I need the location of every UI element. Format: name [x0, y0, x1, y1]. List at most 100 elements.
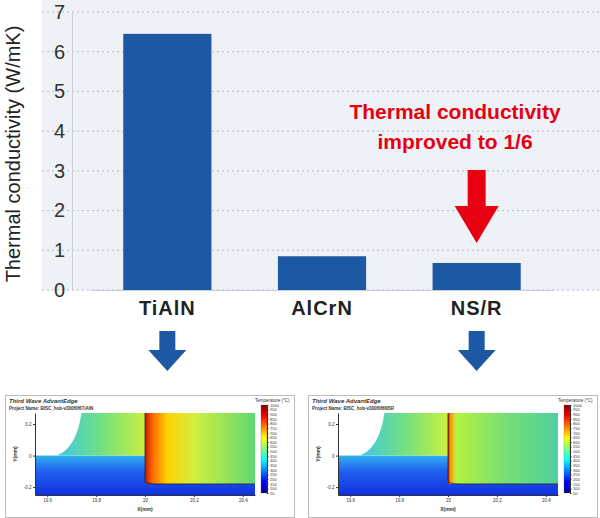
- tick: 19.8: [92, 495, 101, 503]
- tick-label: 850: [573, 417, 580, 422]
- tick-label: 700: [573, 431, 580, 436]
- tick-mark: [546, 495, 547, 497]
- tick-mark: [570, 451, 572, 452]
- tick-label: 50: [270, 491, 275, 496]
- tick-mark: [267, 451, 269, 452]
- tick-label: 150: [270, 482, 277, 487]
- tick-mark: [570, 442, 572, 443]
- bar: [123, 34, 211, 290]
- tick: 200: [570, 477, 580, 482]
- tick-label: 750: [573, 426, 580, 431]
- x-axis: TiAlN AlCrN NS/R: [91, 290, 555, 319]
- tick: 150: [267, 482, 277, 487]
- tick: 19.8: [395, 495, 404, 503]
- tick-mark: [267, 465, 269, 466]
- tick-label: 300: [573, 468, 580, 473]
- tick-mark: [570, 414, 572, 415]
- tick-label: 300: [270, 468, 277, 473]
- tick: 450: [267, 454, 277, 459]
- tick-mark: [570, 433, 572, 434]
- tick-mark: [267, 474, 269, 475]
- axis-line: [339, 495, 559, 496]
- tick: 20.2: [493, 495, 502, 503]
- tick-mark: [267, 437, 269, 438]
- tick-label: 550: [270, 444, 277, 449]
- tick-mark: [497, 495, 498, 497]
- tick: 0: [29, 454, 35, 459]
- tick-mark: [267, 456, 269, 457]
- tick: 1000: [267, 403, 280, 408]
- tick: 800: [267, 421, 277, 426]
- tick-label: 0: [29, 454, 32, 459]
- tick-label: 2: [54, 199, 65, 221]
- tick-label: 850: [270, 417, 277, 422]
- tick: 4: [54, 120, 72, 142]
- tick-mark: [267, 470, 269, 471]
- tick-mark: [267, 424, 269, 425]
- tick-mark: [570, 424, 572, 425]
- tick-label: 100: [573, 486, 580, 491]
- tick-mark: [399, 495, 400, 497]
- tick: 250: [570, 472, 580, 477]
- tick-label: 500: [573, 449, 580, 454]
- tick-label: 650: [270, 435, 277, 440]
- software-name: Third Wave AdvantEdge: [9, 398, 78, 404]
- tick: 200: [267, 477, 277, 482]
- tick: 250: [267, 472, 277, 477]
- tick-label: 100: [270, 486, 277, 491]
- tick: 550: [570, 444, 580, 449]
- tick-mark: [448, 495, 449, 497]
- tick-label: 350: [270, 463, 277, 468]
- tick-label: 800: [270, 421, 277, 426]
- tick: 5: [54, 80, 72, 102]
- tick: 20.4: [542, 495, 551, 503]
- tick-mark: [267, 414, 269, 415]
- tick: 650: [267, 435, 277, 440]
- tick-label: TiAlN: [139, 297, 196, 319]
- tick: 400: [267, 458, 277, 463]
- tick: 0.2: [25, 422, 35, 427]
- tick-mark: [267, 479, 269, 480]
- simulation-panel: Third Wave AdvantEdgeProject Name: BISC_…: [6, 396, 295, 518]
- tick: 950: [570, 407, 580, 412]
- tick: 19.6: [43, 495, 52, 503]
- tick: 850: [570, 417, 580, 422]
- tick: 650: [570, 435, 580, 440]
- tick-label: 50: [573, 491, 578, 496]
- tick-mark: [33, 456, 35, 457]
- tick-label: 450: [270, 454, 277, 459]
- chip: [360, 413, 448, 456]
- tick-mark: [145, 495, 146, 497]
- y-axis: -0.200.2: [24, 414, 36, 496]
- tick: 0: [54, 279, 72, 301]
- tick-mark: [267, 484, 269, 485]
- tick-label: 600: [573, 440, 580, 445]
- tick: AlCrN: [291, 290, 353, 319]
- tick-mark: [267, 488, 269, 489]
- tick-label: 650: [573, 435, 580, 440]
- tick-mark: [33, 487, 35, 488]
- y-axis-title: Thermal conductivity (W/mK): [2, 26, 24, 283]
- tick-mark: [570, 410, 572, 411]
- colorbar: [261, 405, 267, 493]
- tick-mark: [570, 493, 572, 494]
- tick-label: 20.2: [190, 498, 199, 503]
- software-name: Third Wave AdvantEdge: [312, 398, 381, 404]
- y-axis-title: Y(mm): [12, 446, 18, 462]
- tick: 50: [570, 491, 578, 496]
- plot-background: [42, 0, 600, 290]
- tick: NS/R: [451, 290, 503, 319]
- tick-mark: [570, 479, 572, 480]
- axis-line: [91, 290, 555, 291]
- tick: 50: [267, 491, 275, 496]
- tick-label: 350: [573, 463, 580, 468]
- tool-edge: [448, 413, 558, 484]
- chip: [57, 413, 145, 456]
- tick-mark: [570, 456, 572, 457]
- tick: 1: [54, 239, 72, 261]
- x-axis-title: X(mm): [137, 506, 153, 512]
- tick: 700: [570, 431, 580, 436]
- tick: 550: [267, 444, 277, 449]
- tick-mark: [96, 495, 97, 497]
- axis-line: [72, 13, 73, 291]
